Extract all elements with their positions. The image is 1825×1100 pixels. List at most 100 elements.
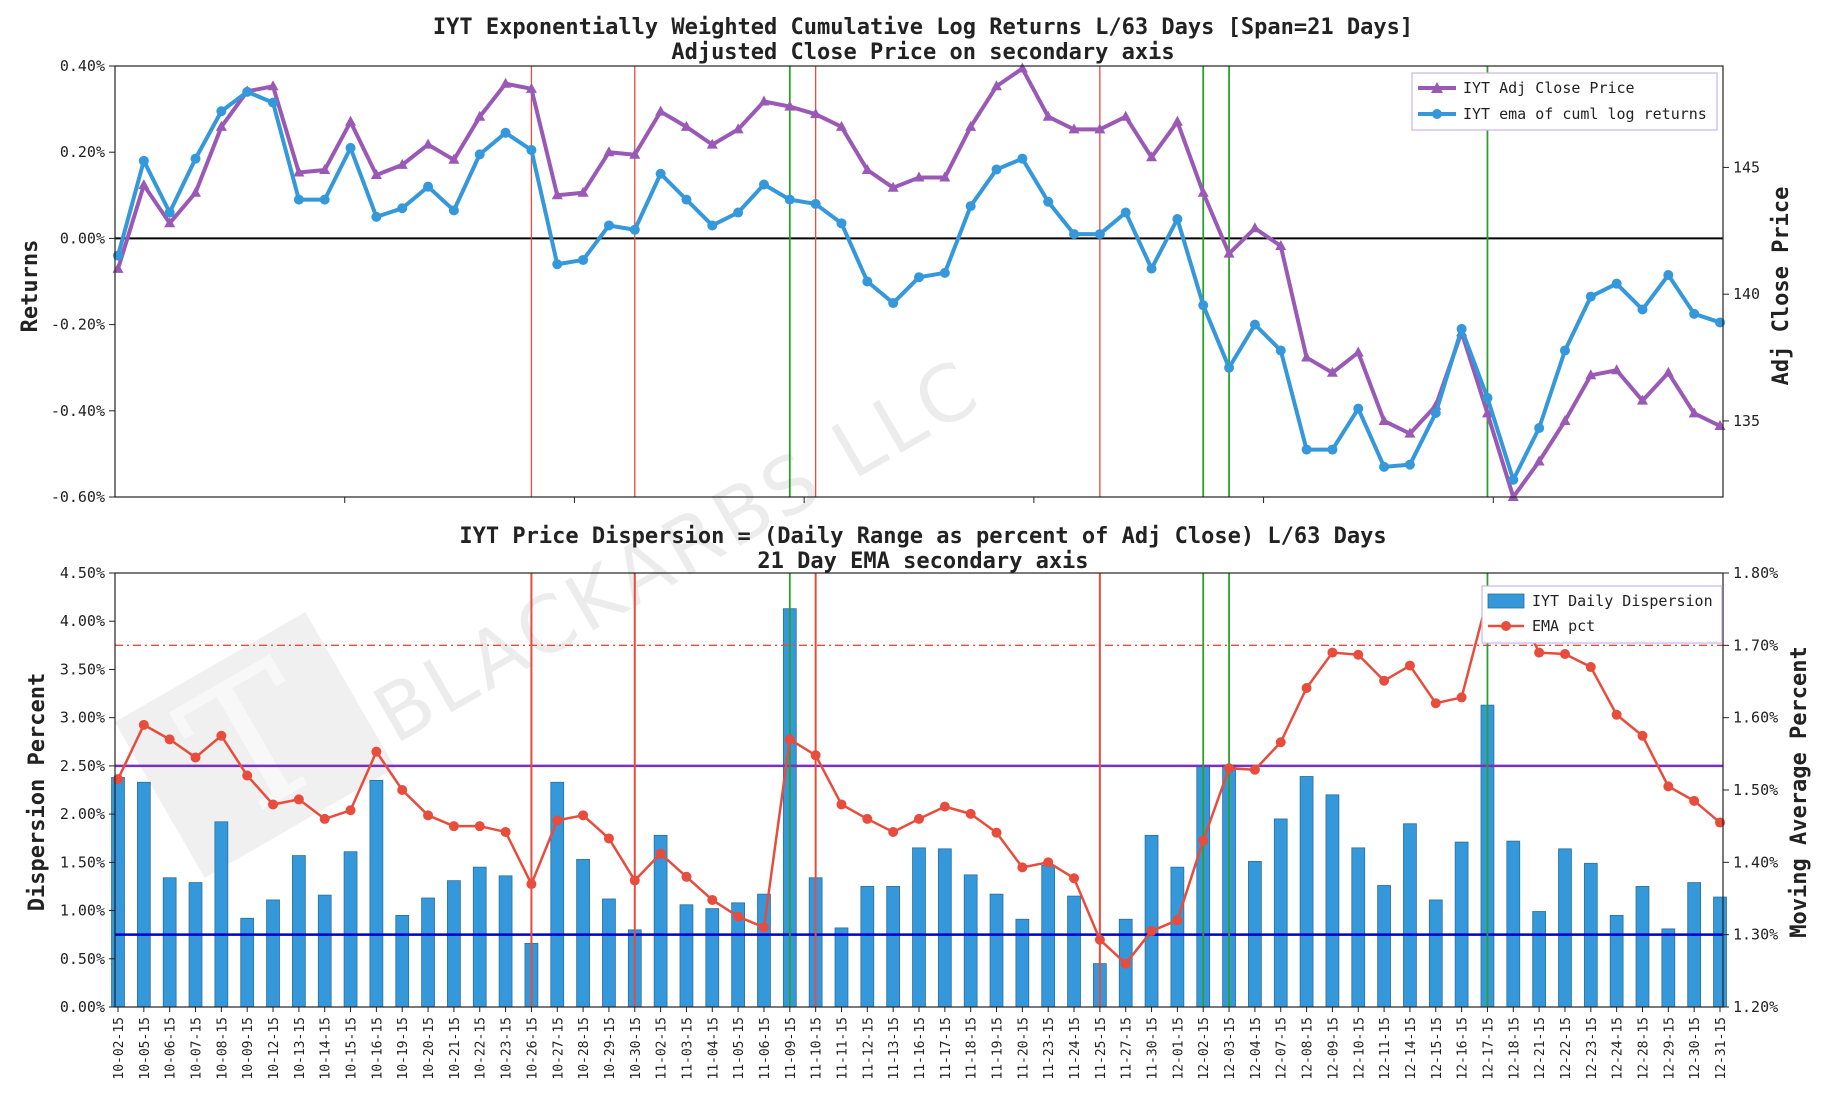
x-tick-label: 11-13-15 xyxy=(887,1017,902,1080)
returns-point xyxy=(578,254,589,265)
price-point xyxy=(1042,110,1054,121)
ema-point xyxy=(965,808,976,819)
ema-point xyxy=(345,805,356,816)
legend-circle-icon xyxy=(1501,621,1511,631)
x-tick-label: 11-02-15 xyxy=(655,1017,670,1080)
ema-point xyxy=(1456,692,1467,703)
returns-point xyxy=(1301,444,1312,455)
y-tick-label: -0.40% xyxy=(51,402,105,420)
returns-point xyxy=(862,276,873,287)
ema-y2-ticks: 1.20% 1.30% 1.40% 1.50% 1.60% 1.70% 1.80% xyxy=(1723,564,1778,1016)
x-tick-label: 12-14-15 xyxy=(1404,1017,1419,1080)
ema-point xyxy=(707,894,718,905)
price-point xyxy=(448,153,460,164)
price-point xyxy=(1249,222,1261,233)
legend-label-price: IYT Adj Close Price xyxy=(1463,79,1635,97)
x-tick-label: 12-09-15 xyxy=(1326,1017,1341,1080)
dispersion-bar xyxy=(1532,911,1546,1008)
dispersion-bar xyxy=(447,880,461,1008)
ema-point xyxy=(1249,764,1260,775)
x-tick-label: 10-23-15 xyxy=(500,1017,515,1080)
returns-point xyxy=(268,97,279,108)
dispersion-bar xyxy=(1713,896,1727,1008)
dispersion-bar xyxy=(1687,882,1702,1008)
x-tick-label: 11-24-15 xyxy=(1068,1017,1083,1080)
price-point xyxy=(1585,369,1597,380)
dispersion-bar xyxy=(1454,841,1469,1008)
x-tick-label: 11-16-15 xyxy=(913,1017,928,1080)
ema-point xyxy=(758,922,769,933)
returns-point xyxy=(1456,323,1467,334)
x-tick-label: 10-27-15 xyxy=(551,1017,566,1080)
ema-point xyxy=(474,821,485,832)
dispersion-bar xyxy=(472,866,487,1008)
watermark-logo: T xyxy=(114,612,396,878)
ema-point xyxy=(810,750,821,761)
price-point xyxy=(1016,62,1028,73)
ema-point xyxy=(914,813,924,824)
returns-point xyxy=(1559,345,1570,356)
returns-point xyxy=(629,224,640,235)
x-tick-label: 10-15-15 xyxy=(345,1017,360,1080)
returns-point xyxy=(810,198,821,209)
returns-y-ticks: -0.60% -0.40% -0.20% 0.00% 0.20% 0.40% xyxy=(51,57,115,506)
x-tick-label: 11-09-15 xyxy=(784,1017,799,1080)
price-point xyxy=(1378,414,1390,425)
dispersion-bar xyxy=(834,927,849,1008)
x-tick-label: 11-04-15 xyxy=(706,1017,721,1080)
returns-point xyxy=(1224,362,1235,373)
dispersion-bar xyxy=(162,877,177,1008)
returns-point xyxy=(190,153,201,164)
x-tick-label: 11-05-15 xyxy=(732,1017,747,1080)
returns-point xyxy=(423,181,434,192)
x-tick-label: 10-14-15 xyxy=(319,1017,334,1080)
dispersion-bar xyxy=(1067,895,1081,1008)
dispersion-chart-title: IYT Price Dispersion = (Daily Range as p… xyxy=(459,524,1386,549)
y-tick-label: 4.50% xyxy=(60,564,105,582)
dispersion-bar xyxy=(1170,866,1185,1008)
x-tick-label: 10-29-15 xyxy=(603,1017,618,1080)
returns-point xyxy=(681,194,692,205)
x-tick-label: 12-31-15 xyxy=(1714,1017,1729,1080)
ema-point xyxy=(1327,647,1338,658)
legend-circle-icon xyxy=(1432,109,1442,119)
dispersion-bar xyxy=(1635,886,1650,1008)
x-tick-label: 11-10-15 xyxy=(810,1017,825,1080)
x-tick-label: 11-30-15 xyxy=(1146,1017,1161,1080)
legend-label-returns: IYT ema of cuml log returns xyxy=(1463,105,1707,123)
ema-point xyxy=(578,810,589,821)
ema-point xyxy=(1146,926,1157,937)
y2-tick-label: 135 xyxy=(1733,412,1760,430)
dispersion-bar xyxy=(1144,834,1159,1008)
dispersion-bar xyxy=(1015,918,1030,1008)
returns-legend: IYT Adj Close Price IYT ema of cuml log … xyxy=(1411,72,1718,131)
returns-point xyxy=(1043,196,1054,207)
returns-point xyxy=(707,220,718,231)
returns-point xyxy=(216,106,227,117)
dispersion-bar xyxy=(679,904,694,1008)
y-tick-label: 3.50% xyxy=(60,660,105,678)
ema-point xyxy=(1275,737,1286,748)
x-tick-label: 12-10-15 xyxy=(1352,1017,1367,1080)
ema-point xyxy=(1430,698,1441,709)
returns-point xyxy=(397,203,408,214)
dispersion-bar xyxy=(395,914,410,1008)
price-point xyxy=(1507,491,1519,501)
x-tick-label: 11-17-15 xyxy=(939,1017,954,1080)
x-tick-label: 12-18-15 xyxy=(1507,1017,1522,1080)
price-point xyxy=(1094,123,1106,134)
ema-point xyxy=(216,730,227,741)
ema-point xyxy=(1198,835,1209,846)
ema-point xyxy=(1043,857,1054,868)
dispersion-bar xyxy=(1325,794,1340,1008)
legend-label-dispersion: IYT Daily Dispersion xyxy=(1532,592,1713,610)
returns-plot-area xyxy=(112,62,1726,503)
dispersion-bar xyxy=(1351,847,1366,1008)
returns-point xyxy=(603,220,614,231)
ema-point xyxy=(242,770,253,781)
returns-chart-title: IYT Exponentially Weighted Cumulative Lo… xyxy=(433,15,1413,40)
dispersion-bar xyxy=(136,781,151,1008)
ema-point xyxy=(655,848,666,859)
legend-swatch-dispersion xyxy=(1487,593,1525,609)
